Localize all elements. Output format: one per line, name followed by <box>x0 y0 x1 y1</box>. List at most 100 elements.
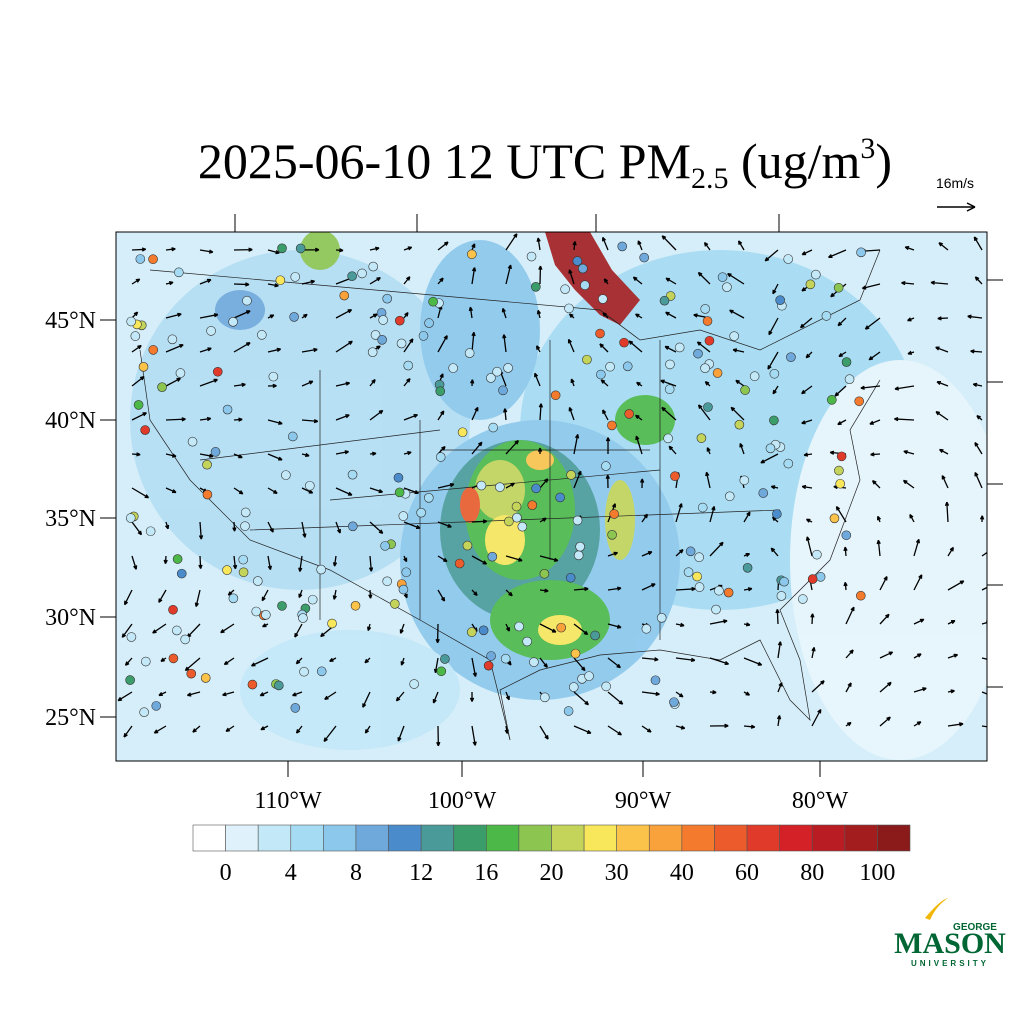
station <box>139 707 149 718</box>
station <box>702 316 713 326</box>
station <box>827 395 837 405</box>
wind-vector <box>470 379 475 387</box>
wind-vector <box>607 691 624 705</box>
station <box>289 312 299 322</box>
wind-vector <box>335 248 344 253</box>
station <box>578 263 588 274</box>
station <box>856 247 866 258</box>
wind-vector <box>503 408 508 421</box>
wind-vector <box>828 249 847 259</box>
wind-vector <box>603 278 609 285</box>
wind-vector <box>635 414 643 421</box>
wind-vector <box>437 555 448 563</box>
station <box>609 509 619 519</box>
wind-vector <box>232 521 237 532</box>
wind-vector <box>570 378 575 387</box>
wind-vector <box>979 515 985 523</box>
station <box>665 359 675 370</box>
lat-label: 35°N <box>45 506 96 532</box>
wind-vector <box>843 546 848 557</box>
wind-vector <box>599 343 609 353</box>
station <box>529 657 539 667</box>
station <box>575 541 585 552</box>
wind-vector <box>335 487 353 496</box>
colorbar-box <box>648 824 683 852</box>
wind-vector <box>704 381 711 387</box>
station <box>126 632 137 642</box>
wind-vector <box>661 406 677 421</box>
station <box>696 433 707 443</box>
wind-vector <box>267 521 274 533</box>
station <box>187 436 198 447</box>
station <box>798 594 808 604</box>
colorbar-box <box>257 824 292 852</box>
station <box>440 654 450 664</box>
wind-vector <box>301 279 315 285</box>
station <box>168 653 179 664</box>
station <box>531 483 541 494</box>
station <box>416 507 426 518</box>
wind-vector <box>301 380 314 387</box>
station <box>462 540 473 551</box>
station <box>663 433 673 444</box>
station <box>580 280 590 291</box>
wind-vector <box>539 555 559 562</box>
station <box>531 282 541 292</box>
wind-vector <box>437 277 444 285</box>
station <box>821 311 832 321</box>
station <box>228 593 239 604</box>
wind-vector <box>909 513 915 523</box>
station <box>467 249 477 260</box>
lon-label: 100°W <box>428 788 497 814</box>
wind-vector <box>913 687 927 693</box>
station <box>202 489 213 500</box>
wind-vector <box>568 313 575 319</box>
wind-vector <box>981 657 987 660</box>
station <box>409 679 419 689</box>
wind-vector <box>947 722 964 727</box>
wind-vector <box>835 506 847 523</box>
wind-vector <box>947 653 959 659</box>
wind-vector <box>696 341 711 353</box>
station <box>844 374 855 385</box>
lat-label: 40°N <box>45 408 96 434</box>
wind-vector <box>777 682 783 693</box>
wind-vector <box>262 623 269 628</box>
wind-vector <box>362 691 371 708</box>
station <box>674 342 685 353</box>
wind-vector <box>870 452 881 457</box>
wind-vector <box>675 725 686 730</box>
wind-vector <box>805 536 813 557</box>
wind-vector <box>803 452 813 457</box>
station <box>238 567 249 578</box>
colorbar-box <box>225 824 259 852</box>
wind-vector <box>471 589 478 596</box>
wind-vector <box>261 589 269 602</box>
title-sub: 2.5 <box>691 162 729 195</box>
wind-vector <box>664 345 677 353</box>
wind-vector <box>675 622 685 628</box>
wind-vector <box>369 487 384 494</box>
wind-vector <box>811 647 816 659</box>
station <box>247 679 258 690</box>
wind-vector <box>505 439 519 455</box>
station <box>670 471 680 482</box>
wind-vector <box>935 411 949 421</box>
station <box>151 701 162 711</box>
wind-vector <box>124 657 133 666</box>
wind-vector <box>165 312 182 319</box>
colorbar-tick-label: 8 <box>350 860 362 886</box>
wind-vector <box>432 691 439 704</box>
colorbar-box <box>323 824 357 852</box>
wind-vector <box>369 409 384 421</box>
wind-vector <box>635 435 643 455</box>
wind-vector <box>810 613 815 625</box>
wind-vector <box>160 657 167 662</box>
station <box>694 582 705 592</box>
wind-vector <box>335 309 353 319</box>
station <box>550 390 561 401</box>
station <box>175 368 186 378</box>
station <box>347 271 357 281</box>
station <box>172 554 183 564</box>
